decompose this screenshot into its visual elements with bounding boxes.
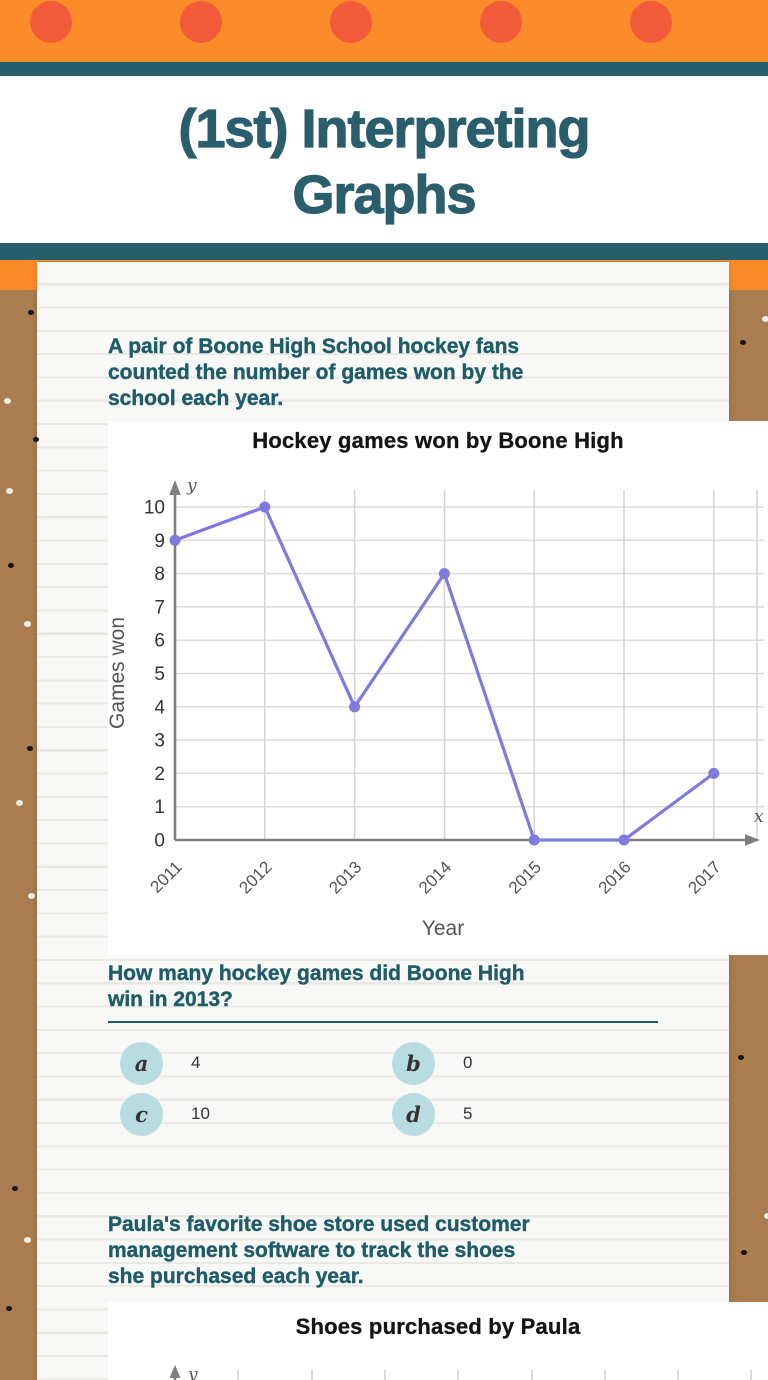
data-point bbox=[169, 534, 181, 546]
hockey-chart: Hockey games won by Boone High x y 0 1 2 3 4 5 6… bbox=[108, 421, 768, 955]
option-d[interactable]: d 5 bbox=[380, 1092, 640, 1136]
y-tick-label: 8 bbox=[154, 564, 165, 585]
question2-prompt: Paula's favorite shoe store used custome… bbox=[108, 1213, 530, 1288]
y-tick-label: 7 bbox=[154, 597, 165, 618]
option-c-value: 10 bbox=[191, 1104, 210, 1123]
x-axis-letter: x bbox=[754, 807, 764, 827]
y-tick-label: 5 bbox=[154, 664, 165, 685]
data-point bbox=[259, 501, 271, 513]
hockey-chart-title: Hockey games won by Boone High bbox=[252, 428, 624, 453]
data-point bbox=[438, 568, 450, 580]
kraft-dot bbox=[33, 437, 39, 442]
option-c[interactable]: c 10 bbox=[108, 1092, 368, 1136]
decorative-circle bbox=[330, 1, 372, 43]
header-orange-band bbox=[0, 0, 768, 62]
x-axis-arrow bbox=[745, 834, 760, 846]
kraft-dot bbox=[8, 563, 14, 568]
y-tick-label: 6 bbox=[154, 631, 165, 652]
option-c-bubble[interactable]: c bbox=[120, 1092, 163, 1136]
option-b-value: 0 bbox=[463, 1053, 473, 1072]
x-tick-label: 2011 bbox=[147, 857, 186, 896]
y-tick-label: 4 bbox=[154, 697, 165, 718]
data-point bbox=[708, 767, 720, 779]
kraft-dot bbox=[6, 488, 13, 494]
x-tick-label: 2016 bbox=[595, 857, 635, 897]
kraft-dot bbox=[741, 1250, 747, 1255]
x-tick-label: 2017 bbox=[684, 857, 724, 897]
hockey-line-chart-svg: x y 0 1 2 3 4 5 6 7 8 9 10 2011 2012 2013 2014 2015 2016 20… bbox=[108, 476, 764, 940]
y-tick-label: 10 bbox=[144, 498, 165, 519]
y-tick-label: 2 bbox=[154, 764, 165, 785]
x-tick-label: 2014 bbox=[415, 857, 455, 897]
y-axis-letter: y bbox=[187, 1365, 198, 1380]
kraft-dot bbox=[12, 1186, 18, 1191]
title-block: (1st) Interpreting Graphs bbox=[0, 76, 768, 243]
x-tick-label: 2015 bbox=[505, 857, 545, 897]
option-b-bubble[interactable]: b bbox=[392, 1041, 435, 1085]
kraft-dot bbox=[4, 398, 11, 404]
kraft-dot bbox=[24, 1237, 31, 1243]
question1-prompt: A pair of Boone High School hockey fans … bbox=[108, 335, 524, 410]
data-point bbox=[528, 834, 540, 846]
kraft-dot bbox=[740, 340, 746, 345]
kraft-dot bbox=[762, 316, 768, 322]
question-divider bbox=[108, 1021, 658, 1023]
option-a[interactable]: a 4 bbox=[108, 1041, 368, 1085]
kraft-dot bbox=[6, 1306, 12, 1311]
option-d-bubble[interactable]: d bbox=[392, 1092, 435, 1136]
data-point bbox=[618, 834, 630, 846]
decorative-circle bbox=[180, 1, 222, 43]
kraft-dot bbox=[27, 746, 33, 751]
shoes-chart: Shoes purchased by Paula y bbox=[108, 1302, 768, 1380]
kraft-dot bbox=[764, 1213, 768, 1219]
shoes-line-chart-svg: y bbox=[169, 1365, 752, 1380]
x-tick-label: 2012 bbox=[235, 857, 275, 897]
y-axis-arrow bbox=[169, 480, 181, 495]
y-tick-label: 3 bbox=[154, 731, 165, 752]
decorative-circle bbox=[630, 1, 672, 43]
decorative-circle bbox=[480, 1, 522, 43]
option-a-value: 4 bbox=[191, 1053, 201, 1072]
y-tick-label: 9 bbox=[154, 531, 165, 552]
y-tick-label: 1 bbox=[154, 797, 165, 818]
x-axis-title: Year bbox=[422, 917, 464, 940]
kraft-dot bbox=[24, 621, 31, 627]
kraft-dot bbox=[16, 800, 23, 806]
shoes-chart-title: Shoes purchased by Paula bbox=[295, 1314, 581, 1339]
header-teal-band-bottom bbox=[0, 243, 768, 260]
data-point bbox=[349, 701, 361, 713]
kraft-dot bbox=[28, 893, 35, 899]
y-axis-arrow bbox=[169, 1365, 181, 1378]
kraft-dot bbox=[28, 310, 34, 315]
x-tick-label: 2013 bbox=[325, 857, 365, 897]
y-axis-letter: y bbox=[186, 476, 197, 496]
option-b[interactable]: b 0 bbox=[380, 1041, 640, 1085]
y-tick-label: 0 bbox=[154, 831, 165, 852]
header-teal-band bbox=[0, 62, 768, 76]
y-axis-title: Games won bbox=[108, 617, 129, 729]
option-d-value: 5 bbox=[463, 1104, 473, 1123]
page-title: (1st) Interpreting Graphs bbox=[178, 98, 591, 225]
question1-text: How many hockey games did Boone High win… bbox=[108, 962, 525, 1011]
kraft-dot bbox=[738, 1055, 744, 1060]
option-a-bubble[interactable]: a bbox=[120, 1041, 163, 1085]
decorative-circle bbox=[30, 1, 72, 43]
